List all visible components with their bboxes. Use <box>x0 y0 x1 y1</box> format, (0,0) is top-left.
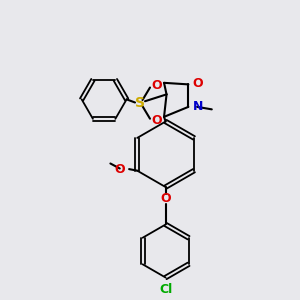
Text: N: N <box>193 100 203 113</box>
Text: Cl: Cl <box>159 283 172 296</box>
Text: O: O <box>152 114 162 127</box>
Text: O: O <box>160 192 171 206</box>
Text: O: O <box>193 77 203 90</box>
Text: S: S <box>135 96 145 110</box>
Text: O: O <box>114 163 125 176</box>
Text: O: O <box>152 79 162 92</box>
